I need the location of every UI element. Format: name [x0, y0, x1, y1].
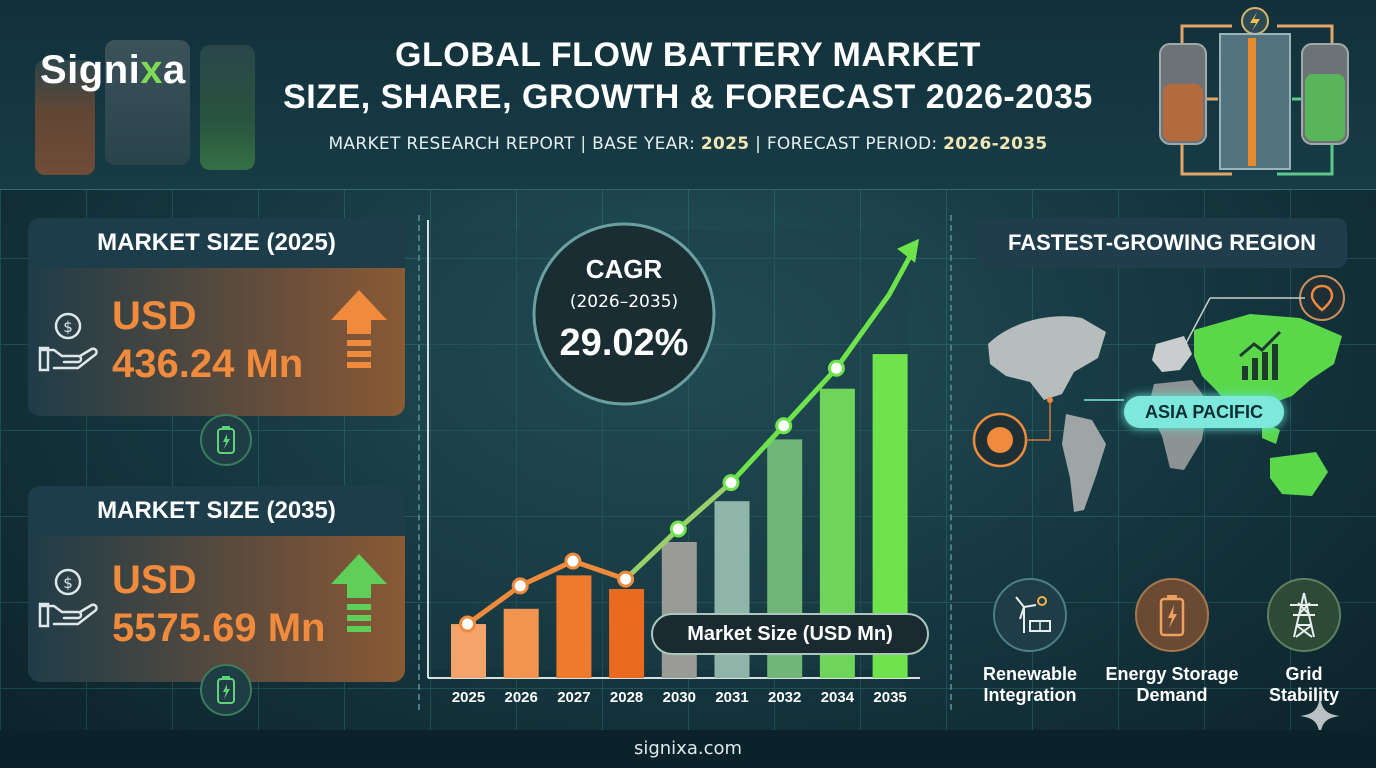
trend-segment [728, 423, 787, 486]
feature-grid-line1: Grid [1285, 664, 1323, 684]
subtitle-prefix: MARKET RESEARCH REPORT | BASE YEAR: [328, 134, 701, 154]
region-heading: FASTEST-GROWING REGION [977, 218, 1347, 268]
divider-right [950, 215, 952, 710]
feature-energy-storage-line1: Energy Storage [1105, 664, 1239, 684]
sparkle-icon [1300, 696, 1340, 736]
trend-point-2027 [564, 552, 582, 570]
cagr-label: CAGR [586, 254, 663, 284]
x-tick-label: 2031 [715, 689, 748, 706]
trend-segment [517, 558, 576, 589]
market-size-2035-currency: USD [112, 558, 197, 602]
forecast-period: 2026-2035 [943, 134, 1048, 154]
trend-point-2030 [669, 520, 687, 538]
market-size-2025-heading: MARKET SIZE (2025) [28, 218, 405, 268]
feature-energy-storage: Energy Storage Demand [1102, 578, 1242, 706]
report-subtitle: MARKET RESEARCH REPORT | BASE YEAR: 2025… [220, 134, 1156, 154]
battery-badge-icon [200, 664, 252, 716]
base-year: 2025 [700, 134, 750, 154]
x-tick-label: 2027 [557, 689, 590, 706]
x-tick-label: 2035 [873, 689, 906, 706]
asia-pacific-label: ASIA PACIFIC [1124, 396, 1284, 428]
x-tick-label: 2028 [610, 689, 643, 706]
market-size-chart: 2025 2026 2027 2028 2030 2031 2032 2034 2035 CAG… [427, 220, 929, 706]
trend-point-2026 [511, 577, 529, 595]
x-tick-label: 2030 [663, 689, 696, 706]
feature-renewable-line2: Integration [983, 685, 1077, 705]
decorative-battery-left [35, 60, 95, 175]
market-size-2035-heading: MARKET SIZE (2035) [28, 486, 405, 536]
money-hand-icon: $ [38, 312, 98, 372]
location-pin-icon [1299, 275, 1345, 321]
logo-text-suffix: a [163, 48, 186, 92]
x-tick-label: 2034 [821, 689, 855, 706]
feature-renewable: Renewable Integration [960, 578, 1100, 706]
trend-point-2032 [775, 417, 793, 435]
trend-point-2034 [827, 359, 845, 377]
legend-label: Market Size (USD Mn) [687, 623, 893, 645]
title-line-1: GLOBAL FLOW BATTERY MARKET [395, 36, 981, 74]
x-tick-label: 2025 [452, 689, 485, 706]
market-size-2025-value: 436.24 Mn [112, 342, 304, 386]
subtitle-mid: | FORECAST PERIOD: [749, 134, 944, 154]
battery-badge-icon [200, 414, 252, 466]
bar-2030 [661, 542, 697, 678]
market-size-2025-card: $ USD 436.24 Mn [28, 268, 405, 416]
feature-renewable-line1: Renewable [982, 664, 1078, 684]
footer-url: signixa.com [633, 738, 743, 759]
bar-2025 [451, 624, 486, 678]
trend-segment [833, 292, 892, 371]
logo-text-x: x [140, 48, 164, 92]
decorative-battery-center [105, 40, 190, 165]
x-tick-label: 2026 [505, 689, 538, 706]
market-size-2035-value: 5575.69 Mn [112, 606, 326, 650]
trend-segment [570, 558, 629, 582]
arrow-up-green-icon [331, 554, 387, 632]
feature-grid-stability: Grid Stability [1234, 578, 1374, 706]
trend-segment [675, 480, 734, 532]
title-line-2: SIZE, SHARE, GROWTH & FORECAST 2026-2035 [283, 78, 1093, 116]
feature-grid-line2: Stability [1268, 685, 1339, 705]
trend-arrow-head [897, 238, 920, 263]
feature-energy-storage-line2: Demand [1136, 685, 1208, 705]
cagr-badge: CAGR (2026–2035) 29.02% [532, 222, 716, 406]
battery-icon [1135, 578, 1209, 652]
logo-text-prefix: Signi [40, 48, 141, 92]
bar-2027 [556, 575, 592, 678]
svg-text:$: $ [63, 318, 73, 336]
bar-2028 [609, 588, 645, 678]
svg-text:$: $ [63, 574, 73, 592]
money-hand-icon: $ [38, 568, 98, 628]
trend-segment [781, 365, 839, 429]
power-tower-icon [1267, 578, 1341, 652]
trend-point-2031 [722, 474, 740, 492]
market-size-2035-card: $ USD 5575.69 Mn [28, 536, 405, 682]
wind-solar-icon [993, 578, 1067, 652]
bar-2026 [503, 608, 539, 678]
trend-segment [465, 583, 523, 627]
decorative-battery-right [200, 45, 255, 170]
page-title: GLOBAL FLOW BATTERY MARKET SIZE, SHARE, … [220, 34, 1156, 118]
cagr-value: 29.02% [560, 322, 689, 364]
trend-point-2025 [459, 615, 476, 633]
trend-segment [623, 526, 681, 582]
trend-point-2028 [617, 570, 635, 588]
divider-left [418, 215, 420, 710]
flow-battery-diagram-icon [1159, 7, 1349, 176]
chart-legend: Market Size (USD Mn) [651, 613, 929, 655]
footer: signixa.com [0, 730, 1376, 768]
trend-arrow-shaft [886, 249, 916, 296]
market-size-2025-currency: USD [112, 294, 197, 338]
arrow-up-orange-icon [331, 290, 387, 368]
header: Signixa GLOBAL FLOW BATTERY MARKET SIZE,… [0, 0, 1376, 190]
signixa-logo: Signixa [40, 48, 186, 93]
x-tick-label: 2032 [768, 689, 801, 706]
cagr-period: (2026–2035) [570, 292, 678, 312]
growth-chart-icon [1239, 330, 1282, 380]
